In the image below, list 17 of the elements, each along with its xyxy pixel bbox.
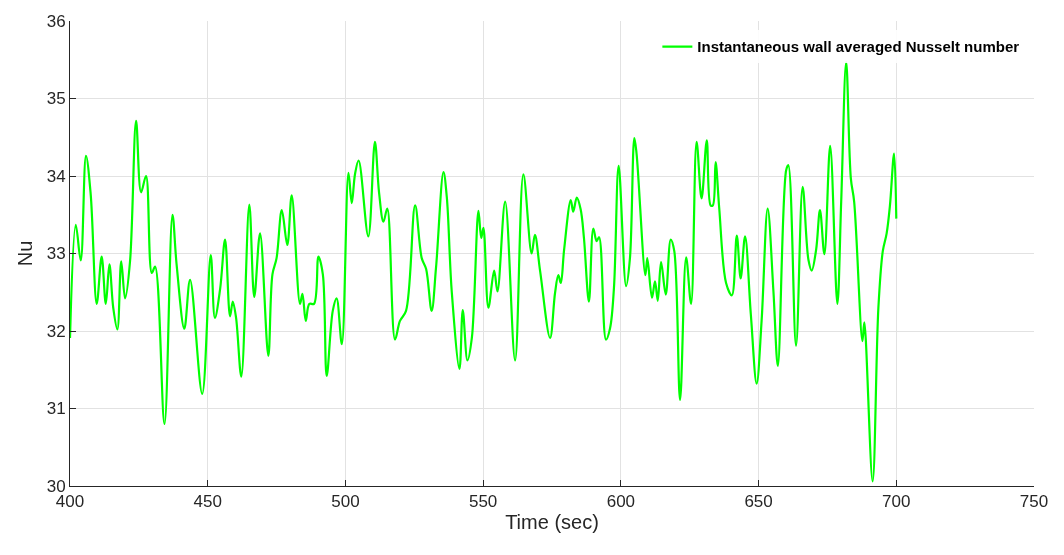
x-axis-title: Time (sec) [505,510,599,533]
y-tick-label: 34 [46,166,66,186]
x-tick-label: 550 [468,492,498,512]
y-tick-label: 31 [46,399,66,419]
y-axis-title: Nu [14,240,37,267]
x-tick-label: 700 [882,492,911,512]
y-tick-label: 36 [46,11,66,31]
x-tick-label: 450 [193,492,222,512]
x-tick-label: 600 [606,492,636,512]
x-tick-label: 650 [744,492,773,512]
y-tick-label: 33 [46,244,66,264]
line-series [70,60,898,483]
x-tick-label: 750 [1019,492,1049,512]
y-tick-label: 32 [46,321,66,341]
x-tick-label: 500 [331,492,360,512]
y-tick-label: 35 [46,89,66,109]
legend-label: Instantaneous wall averaged Nusselt number [697,38,1020,56]
